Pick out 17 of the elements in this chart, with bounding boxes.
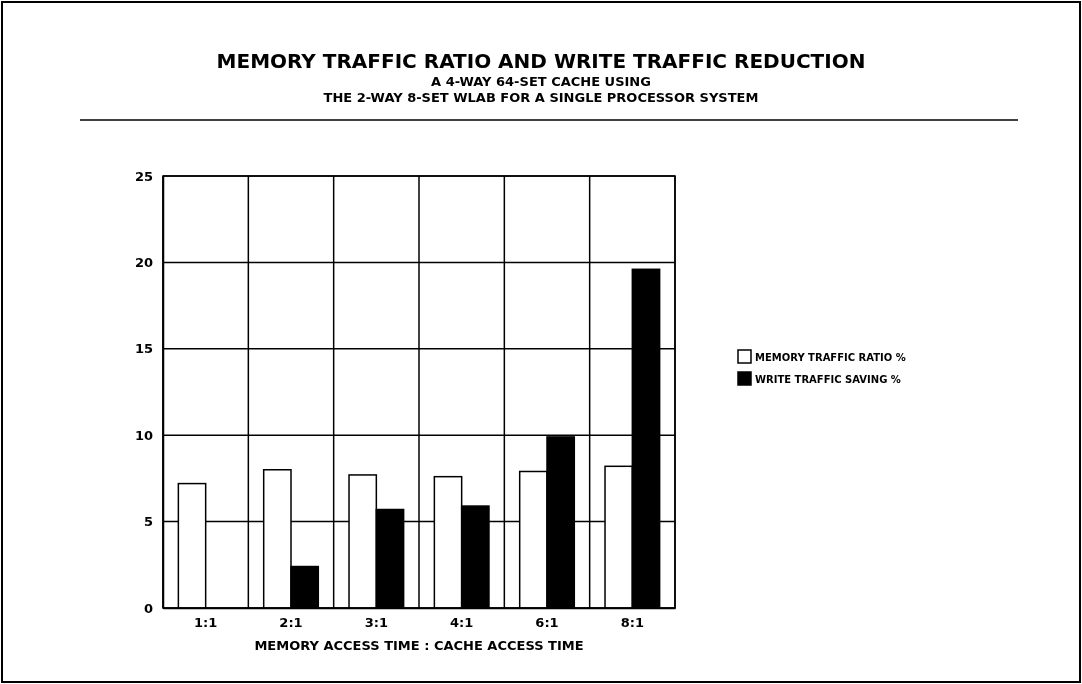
x-tick-label: 2:1 [279, 615, 303, 631]
x-tick-label: 1:1 [194, 615, 218, 631]
x-tick-label: 8:1 [620, 615, 644, 631]
x-tick-label: 3:1 [364, 615, 388, 631]
y-tick-label: 10 [134, 427, 153, 443]
x-axis-title: MEMORY ACCESS TIME : CACHE ACCESS TIME [254, 638, 584, 653]
x-tick-label: 4:1 [450, 615, 474, 631]
chart-subtitle: A 4-WAY 64-SET CACHE USING THE 2-WAY 8-SET WLAB FOR A SINGLE PROCESSOR SYSTEM [323, 74, 759, 105]
y-tick-label: 0 [143, 600, 153, 616]
legend-label: WRITE TRAFFIC SAVING % [755, 374, 901, 385]
y-tick-label: 5 [143, 514, 153, 530]
legend-label: MEMORY TRAFFIC RATIO % [755, 352, 906, 363]
y-tick-label: 15 [134, 341, 153, 357]
y-tick-label: 25 [134, 168, 153, 184]
x-tick-label: 6:1 [535, 615, 559, 631]
y-tick-label: 20 [134, 255, 153, 271]
chart-title: MEMORY TRAFFIC RATIO AND WRITE TRAFFIC REDUCTION [216, 49, 866, 73]
